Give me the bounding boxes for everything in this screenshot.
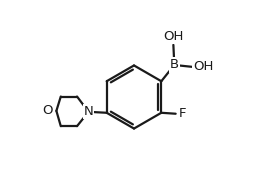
- Text: OH: OH: [193, 60, 214, 73]
- Text: O: O: [42, 104, 53, 117]
- Text: F: F: [179, 107, 187, 120]
- Text: OH: OH: [163, 30, 184, 43]
- Text: B: B: [170, 58, 179, 71]
- Text: N: N: [84, 105, 93, 118]
